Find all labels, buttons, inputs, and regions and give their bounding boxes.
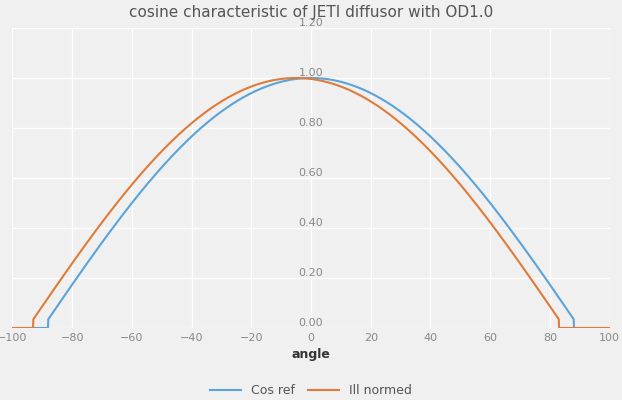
- Text: 0.20: 0.20: [299, 268, 323, 278]
- Cos ref: [589, 326, 596, 330]
- Title: cosine characteristic of JETI diffusor with OD1.0: cosine characteristic of JETI diffusor w…: [129, 5, 493, 20]
- Cos ref: [588, 326, 596, 330]
- Text: 0.60: 0.60: [299, 168, 323, 178]
- Ill normed: [589, 326, 596, 330]
- Ill normed: [292, 76, 300, 80]
- Ill normed: [299, 76, 307, 81]
- Cos ref: [39, 326, 47, 330]
- Text: 0.00: 0.00: [299, 318, 323, 328]
- Ill normed: [39, 303, 47, 308]
- Cos ref: [283, 78, 290, 83]
- Legend: Cos ref, Ill normed: Cos ref, Ill normed: [205, 379, 417, 400]
- Line: Ill normed: Ill normed: [12, 78, 610, 328]
- Ill normed: [283, 76, 290, 81]
- Cos ref: [307, 76, 315, 80]
- Text: 1.20: 1.20: [299, 18, 323, 28]
- Ill normed: [479, 210, 486, 215]
- Ill normed: [588, 326, 596, 330]
- Cos ref: [9, 326, 16, 330]
- Line: Cos ref: Cos ref: [12, 78, 610, 328]
- Text: 1.00: 1.00: [299, 68, 323, 78]
- X-axis label: angle: angle: [292, 348, 330, 362]
- Cos ref: [606, 326, 613, 330]
- Cos ref: [479, 192, 486, 196]
- Ill normed: [9, 326, 16, 330]
- Ill normed: [606, 326, 613, 330]
- Text: 0.80: 0.80: [299, 118, 323, 128]
- Cos ref: [299, 76, 307, 81]
- Text: 0.40: 0.40: [299, 218, 323, 228]
